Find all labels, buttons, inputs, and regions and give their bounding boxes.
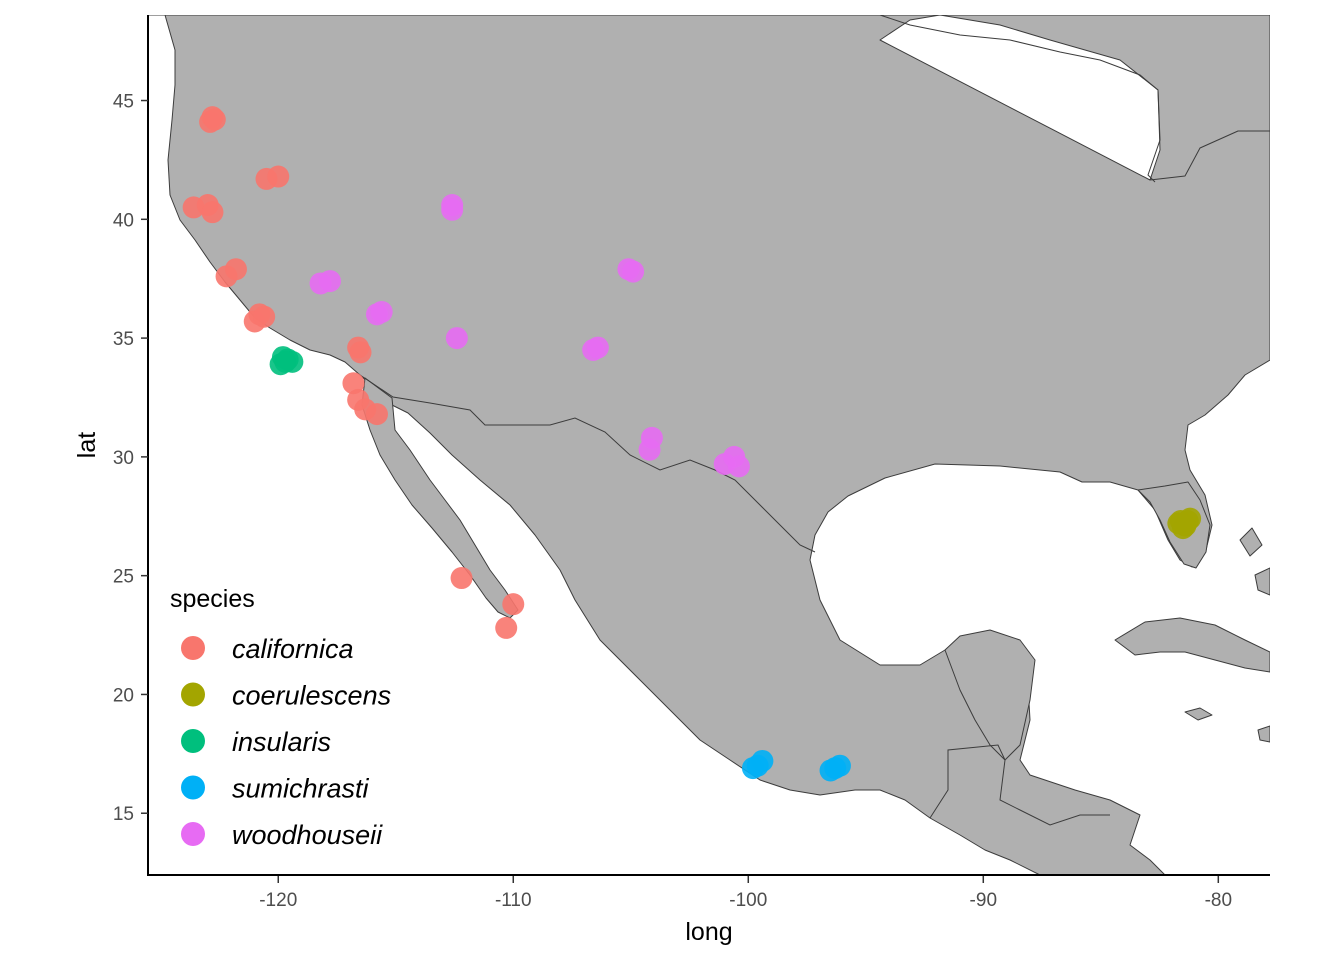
point-californica <box>342 372 365 395</box>
y-tick-label: 20 <box>113 685 134 706</box>
legend-label-woodhouseii: woodhouseii <box>232 820 383 850</box>
point-woodhouseii <box>586 336 609 359</box>
point-californica <box>201 201 224 224</box>
x-axis-ticks: -120 -110 -100 -90 -80 <box>259 876 1232 911</box>
land-bahamas-1 <box>1239 527 1263 557</box>
y-tick-label: 15 <box>113 804 134 825</box>
point-californica <box>349 341 372 364</box>
y-tick-label: 35 <box>113 329 134 350</box>
point-californica <box>495 616 518 639</box>
x-tick-label: -80 <box>1205 890 1232 911</box>
point-woodhouseii <box>441 198 464 221</box>
legend-label-californica: californica <box>232 634 354 664</box>
legend-label-insularis: insularis <box>232 727 331 757</box>
land-yucatan <box>944 629 1036 761</box>
point-coerulescens <box>1176 510 1199 533</box>
border-us-canada <box>879 15 1161 183</box>
legend: species californica coerulescens insularis… <box>170 585 391 850</box>
land-hispaniola <box>1257 725 1270 743</box>
axes <box>147 15 1270 876</box>
x-axis-title: long <box>685 918 732 946</box>
border-us-mexico <box>359 374 816 553</box>
point-californica <box>203 108 226 131</box>
land-bahamas-2 <box>1254 567 1270 596</box>
x-tick-label: -120 <box>259 890 297 911</box>
border-central-america <box>929 744 1110 826</box>
y-tick-label: 45 <box>113 92 134 113</box>
y-tick-label: 30 <box>113 448 134 469</box>
y-tick-label: 40 <box>113 210 134 231</box>
point-californica <box>450 567 473 590</box>
y-tick-label: 25 <box>113 567 134 588</box>
legend-key-sumichrasti <box>181 775 205 800</box>
y-axis-title: lat <box>73 432 101 458</box>
y-axis-ticks: 15 20 25 30 35 40 45 <box>113 92 148 825</box>
legend-label-coerulescens: coerulescens <box>232 681 391 711</box>
x-tick-label: -90 <box>970 890 997 911</box>
point-insularis <box>274 350 297 373</box>
legend-key-insularis <box>181 729 205 753</box>
point-californica <box>502 593 525 616</box>
point-californica <box>253 305 276 328</box>
point-californica <box>365 403 388 426</box>
point-woodhouseii <box>445 327 468 350</box>
legend-key-woodhouseii <box>181 822 205 846</box>
basemap <box>149 15 1270 875</box>
point-californica <box>267 165 290 188</box>
point-sumichrasti <box>746 754 769 777</box>
land-jamaica <box>1184 707 1213 721</box>
point-woodhouseii <box>638 438 661 461</box>
land-cuba <box>1114 617 1270 673</box>
legend-key-californica <box>181 636 205 660</box>
legend-title: species <box>170 585 255 613</box>
legend-label-sumichrasti: sumichrasti <box>232 774 370 804</box>
legend-key-coerulescens <box>181 682 205 707</box>
point-woodhouseii <box>622 260 645 283</box>
data-points <box>182 106 1202 782</box>
point-woodhouseii <box>370 300 393 323</box>
point-sumichrasti <box>824 757 847 780</box>
point-woodhouseii <box>318 270 341 293</box>
x-tick-label: -110 <box>495 890 532 911</box>
x-tick-label: -100 <box>729 890 767 911</box>
point-californica <box>224 258 247 281</box>
point-woodhouseii <box>727 455 750 478</box>
